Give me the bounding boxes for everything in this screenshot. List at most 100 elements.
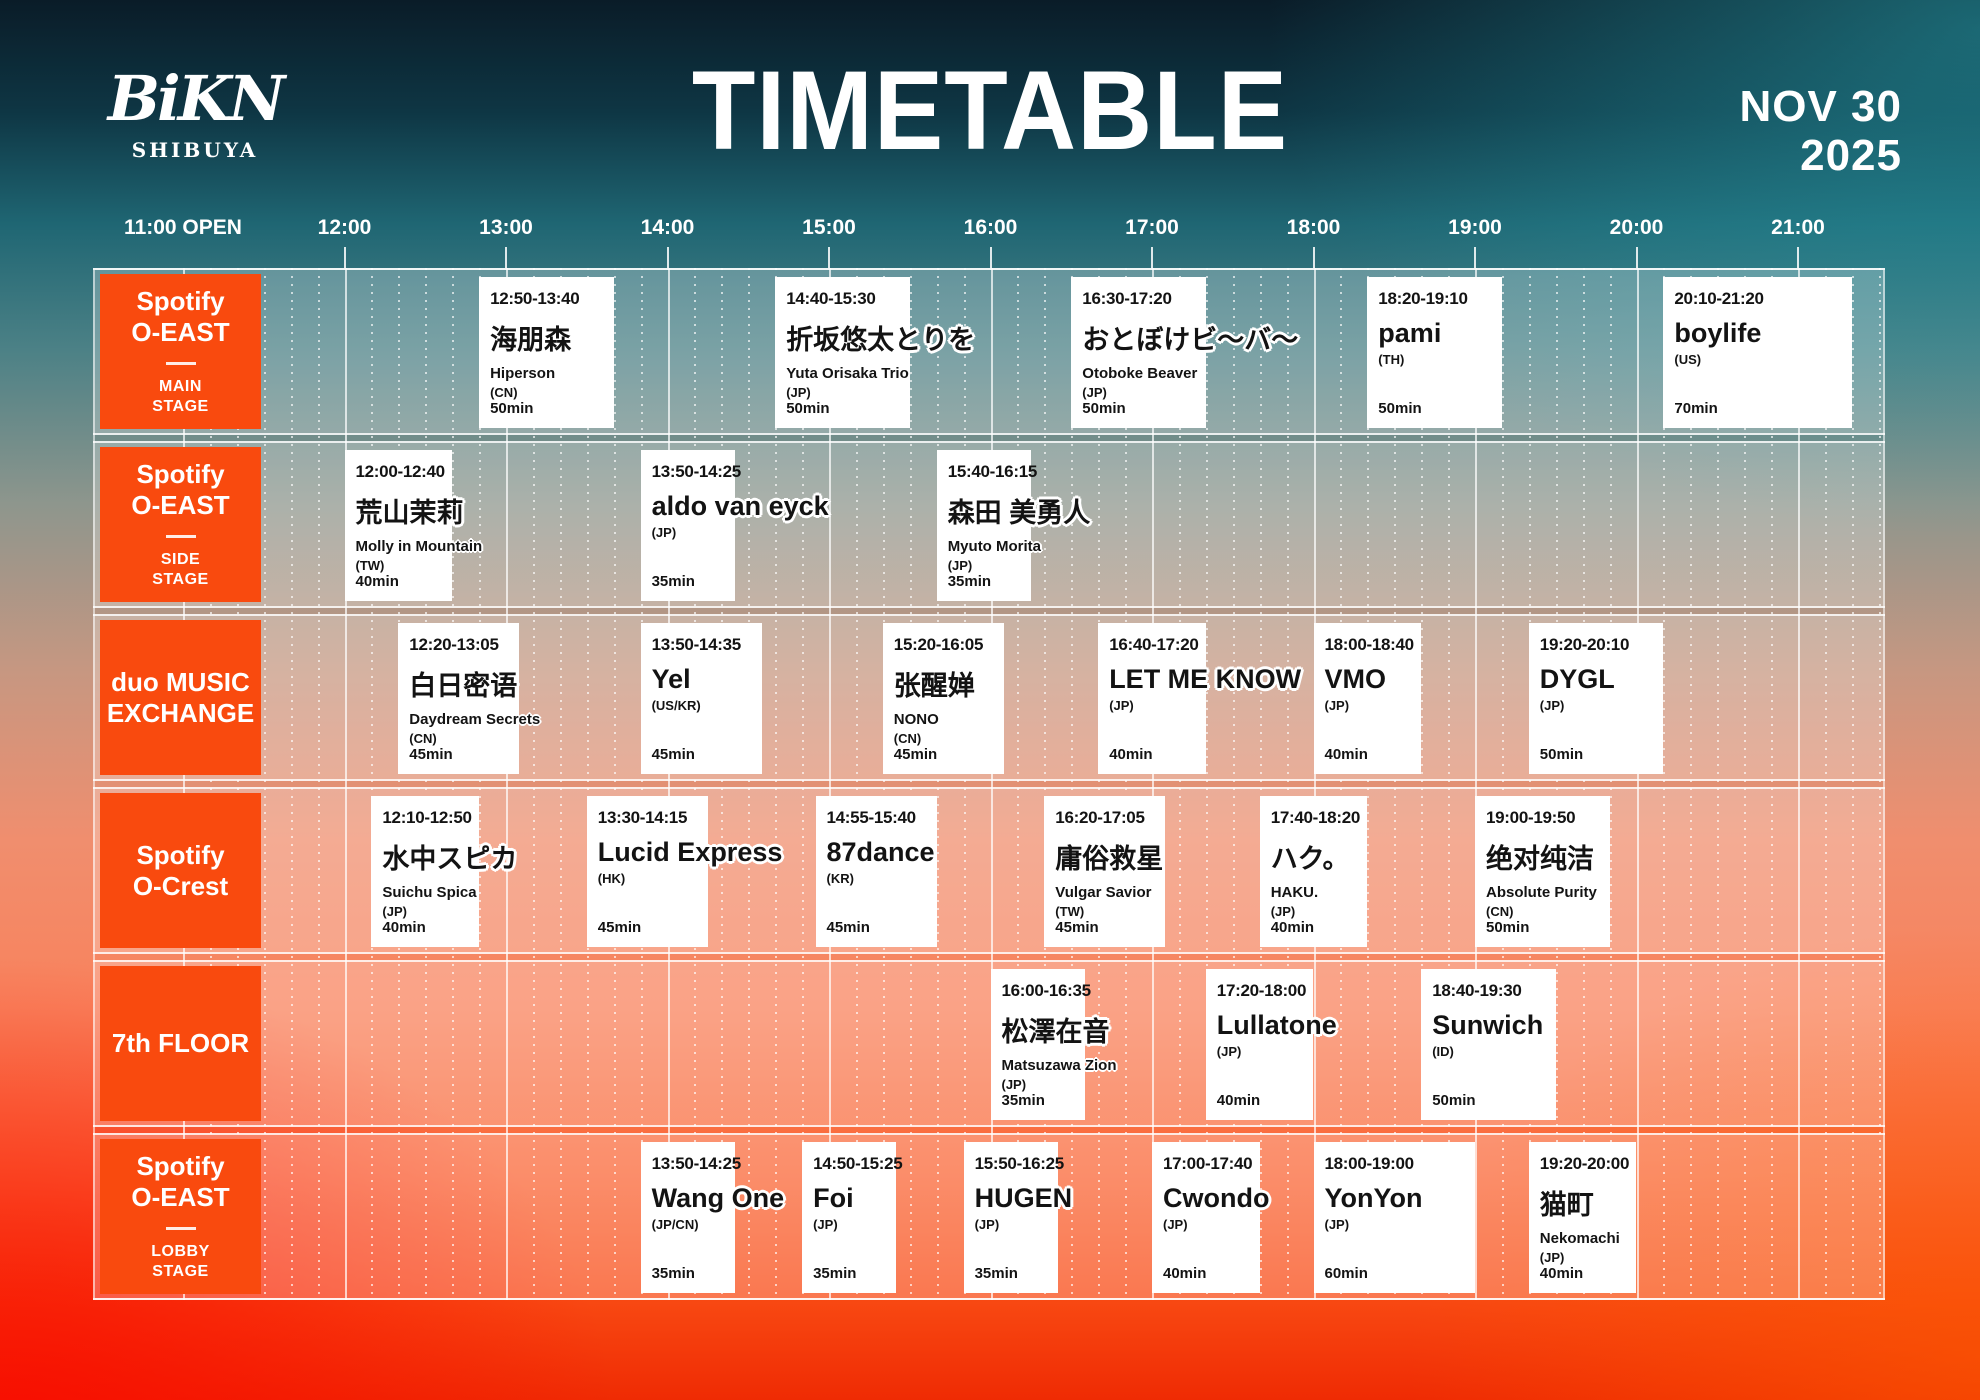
event-card: 12:20-13:05 白日密语 Daydream Secrets (CN) 45min [398,623,541,774]
event-duration: 35min [813,1265,857,1282]
ten-min-gridline [371,268,374,1300]
event-time: 16:30-17:20 [1082,289,1172,308]
event-duration: 50min [1432,1092,1476,1109]
event-country: (JP) [1082,385,1107,400]
event-artist-name: Yel [651,664,691,694]
event-artist-name: 白日密语 [409,671,518,701]
event-time: 13:50-14:25 [651,462,742,481]
event-duration: 50min [1539,746,1584,763]
event-artist-subname: Myuto Morita [947,538,1042,555]
event-artist-name: 松澤在音 [1001,1017,1110,1047]
event-time: 17:00-17:40 [1163,1154,1253,1173]
event-country: (ID) [1432,1044,1454,1059]
event-artist-name: 庸俗救星 [1055,844,1164,874]
event-card: 14:40-15:30 折坂悠太とりを Yuta Orisaka Trio (JP) 5… [775,277,975,428]
event-time: 13:50-14:25 [651,1154,742,1173]
stage-name: Spotify O-EAST [131,1151,230,1212]
event-artist-name: 水中スピカ [382,844,518,874]
stage-label: Spotify O-EAST LOBBY STAGE [100,1139,261,1294]
event-time: 16:00-16:35 [1001,981,1092,1000]
event-country: (TW) [355,558,385,573]
time-tick [1474,247,1476,268]
event-time: 19:00-19:50 [1486,808,1576,827]
event-artist-subname: Yuta Orisaka Trio [786,365,909,382]
ten-min-gridline [586,268,589,1300]
time-tick [1797,247,1799,268]
hour-gridline [1636,268,1639,1300]
event-artist-name: 猫町 [1539,1190,1594,1220]
event-country: (JP) [1324,698,1350,713]
stage-name: Spotify O-Crest [132,839,229,901]
hour-gridline [1313,268,1316,1300]
event-card: 18:40-19:30 Sunwich (ID) 50min [1421,969,1556,1120]
time-tick [1151,247,1153,268]
ten-min-gridline [936,268,939,1300]
ten-min-gridline [1017,268,1020,1300]
time-tick [1635,247,1638,268]
event-artist-name: Lucid Express [597,837,783,867]
ten-min-gridline [479,268,482,1300]
time-label: 21:00 [1771,216,1825,239]
hour-gridline [667,268,670,1300]
event-card: 16:20-17:05 庸俗救星 Vulgar Savior (TW) 45min [1044,796,1166,947]
event-card: 17:20-18:00 Lullatone (JP) 40min [1205,969,1337,1120]
event-country: (CN) [1486,904,1514,919]
event-card: 13:30-14:15 Lucid Express (HK) 45min [586,796,783,947]
event-duration: 60min [1324,1265,1368,1282]
ten-min-gridline [1717,268,1720,1300]
stage-label: Spotify O-Crest [100,793,261,948]
ten-min-gridline [694,268,697,1300]
hour-gridline [183,268,185,1300]
stage-divider [165,1226,196,1230]
event-artist-subname: Matsuzawa Zion [1001,1057,1117,1074]
event-artist-name: LET ME KNOW [1109,664,1302,694]
event-time: 14:50-15:25 [813,1154,903,1173]
event-card: 16:30-17:20 おとぼけビ〜バ〜 Otoboke Beaver (JP) 50m… [1071,277,1299,428]
event-card: 18:20-19:10 pami (TH) 50min [1367,277,1502,428]
logo-subtext: SHIBUYA [131,138,259,162]
event-artist-subname: Daydream Secrets [409,711,541,728]
ten-min-gridline [1663,268,1666,1300]
time-label: 18:00 [1286,216,1341,239]
event-country: (TH) [1378,352,1405,367]
ten-min-gridline [909,268,912,1300]
ten-min-gridline [532,268,535,1300]
event-artist-subname: NONO [893,711,939,728]
event-card: 15:40-16:15 森田 美勇人 Myuto Morita (JP) 35min [936,450,1091,601]
stage-name: Spotify O-EAST [131,286,230,347]
ten-min-gridline [775,268,778,1300]
event-duration: 35min [651,573,695,590]
time-tick [1312,247,1315,268]
event-card: 12:50-13:40 海朋森 Hiperson (CN) 50min [479,277,614,428]
ten-min-gridline [882,268,885,1300]
event-artist-name: Cwondo [1163,1183,1270,1213]
ten-min-gridline [263,268,266,1300]
stage-row [93,787,1885,954]
event-artist-name: おとぼけビ〜バ〜 [1082,325,1299,355]
hour-gridline [1475,268,1477,1300]
event-country: (JP) [1163,1217,1188,1232]
ten-min-gridline [855,268,858,1300]
event-card: 15:50-16:25 HUGEN (JP) 35min [963,1142,1073,1293]
ten-min-gridline [1071,268,1074,1300]
event-time: 17:20-18:00 [1216,981,1307,1000]
time-label: 15:00 [802,216,856,239]
ten-min-gridline [748,268,751,1300]
event-artist-name: HUGEN [974,1183,1073,1213]
time-label: 11:00 OPEN [124,216,242,239]
event-time: 14:55-15:40 [826,808,917,827]
event-duration: 35min [974,1265,1018,1282]
ten-min-gridline [1744,268,1747,1300]
event-artist-name: 张醒婵 [893,671,975,701]
ten-min-gridline [613,268,616,1300]
ten-min-gridline [1582,268,1585,1300]
event-time: 15:40-16:15 [947,462,1038,481]
ten-min-gridline [452,268,455,1300]
event-card: 16:00-16:35 松澤在音 Matsuzawa Zion (JP) 35min [990,969,1117,1120]
event-artist-name: 森田 美勇人 [947,498,1091,528]
event-card: 15:20-16:05 张醒婵 NONO (CN) 45min [882,623,1004,774]
event-card: 19:20-20:10 DYGL (JP) 50min [1528,623,1664,774]
time-label: 12:00 [317,216,372,239]
event-artist-name: VMO [1324,664,1387,694]
stage-name: 7th FLOOR [111,1028,250,1059]
